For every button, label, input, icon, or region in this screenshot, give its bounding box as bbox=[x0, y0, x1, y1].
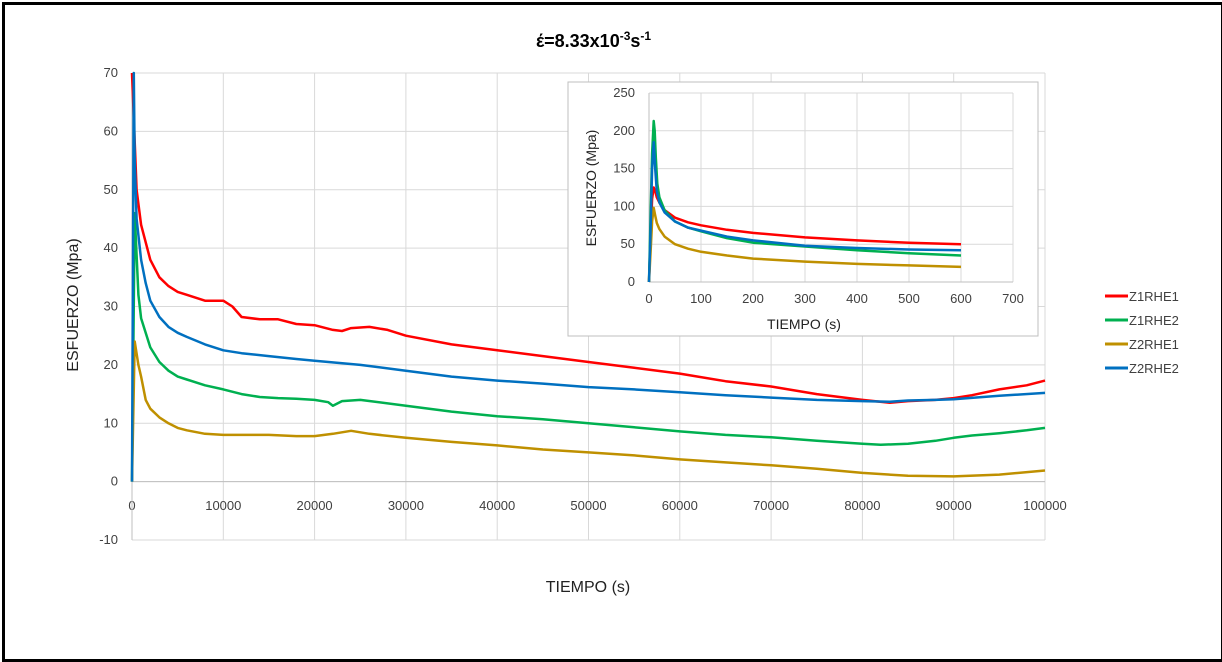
x-tick-label: 0 bbox=[645, 291, 652, 306]
y-tick-label: 70 bbox=[104, 65, 118, 80]
y-tick-label: 30 bbox=[104, 299, 118, 314]
y-tick-label: 10 bbox=[104, 415, 118, 430]
legend: Z1RHE1 Z1RHE2 Z2RHE1 Z2RHE2 bbox=[1105, 289, 1179, 376]
x-tick-label: 30000 bbox=[388, 498, 424, 513]
y-tick-label: 50 bbox=[104, 182, 118, 197]
x-tick-label: 100 bbox=[690, 291, 712, 306]
y-tick-label: 200 bbox=[613, 123, 635, 138]
y-tick-label: 50 bbox=[621, 236, 635, 251]
y-tick-label: 100 bbox=[613, 198, 635, 213]
x-tick-label: 200 bbox=[742, 291, 764, 306]
y-tick-label: 20 bbox=[104, 357, 118, 372]
x-tick-label: 40000 bbox=[479, 498, 515, 513]
x-tick-label: 600 bbox=[950, 291, 972, 306]
y-tick-label: 250 bbox=[613, 85, 635, 100]
x-tick-label: 700 bbox=[1002, 291, 1024, 306]
y-axis-title: ESFUERZO (Mpa) bbox=[65, 238, 82, 371]
x-tick-label: 10000 bbox=[205, 498, 241, 513]
x-tick-label: 90000 bbox=[936, 498, 972, 513]
x-tick-label: 300 bbox=[794, 291, 816, 306]
legend-label-z1rhe1: Z1RHE1 bbox=[1129, 289, 1179, 304]
y-tick-label: -10 bbox=[99, 532, 118, 547]
y-tick-label: 40 bbox=[104, 240, 118, 255]
x-tick-label: 70000 bbox=[753, 498, 789, 513]
x-axis-title: TIEMPO (s) bbox=[546, 579, 630, 596]
chart-canvas: έ=8.33x10-3s-1 0100002000030000400005000… bbox=[0, 0, 1222, 630]
x-tick-label: 100000 bbox=[1023, 498, 1066, 513]
y-tick-label: 0 bbox=[111, 474, 118, 489]
inset-y-axis-title: ESFUERZO (Mpa) bbox=[583, 130, 599, 247]
inset-x-axis-title: TIEMPO (s) bbox=[767, 316, 841, 332]
legend-label-z2rhe1: Z2RHE1 bbox=[1129, 337, 1179, 352]
x-tick-label: 500 bbox=[898, 291, 920, 306]
x-tick-label: 80000 bbox=[844, 498, 880, 513]
y-tick-label: 0 bbox=[628, 274, 635, 289]
x-tick-label: 20000 bbox=[297, 498, 333, 513]
y-tick-label: 60 bbox=[104, 123, 118, 138]
legend-label-z1rhe2: Z1RHE2 bbox=[1129, 313, 1179, 328]
legend-label-z2rhe2: Z2RHE2 bbox=[1129, 361, 1179, 376]
x-tick-label: 50000 bbox=[570, 498, 606, 513]
chart-title: έ=8.33x10-3s-1 bbox=[536, 29, 651, 51]
x-tick-label: 60000 bbox=[662, 498, 698, 513]
x-tick-label: 400 bbox=[846, 291, 868, 306]
y-tick-label: 150 bbox=[613, 161, 635, 176]
